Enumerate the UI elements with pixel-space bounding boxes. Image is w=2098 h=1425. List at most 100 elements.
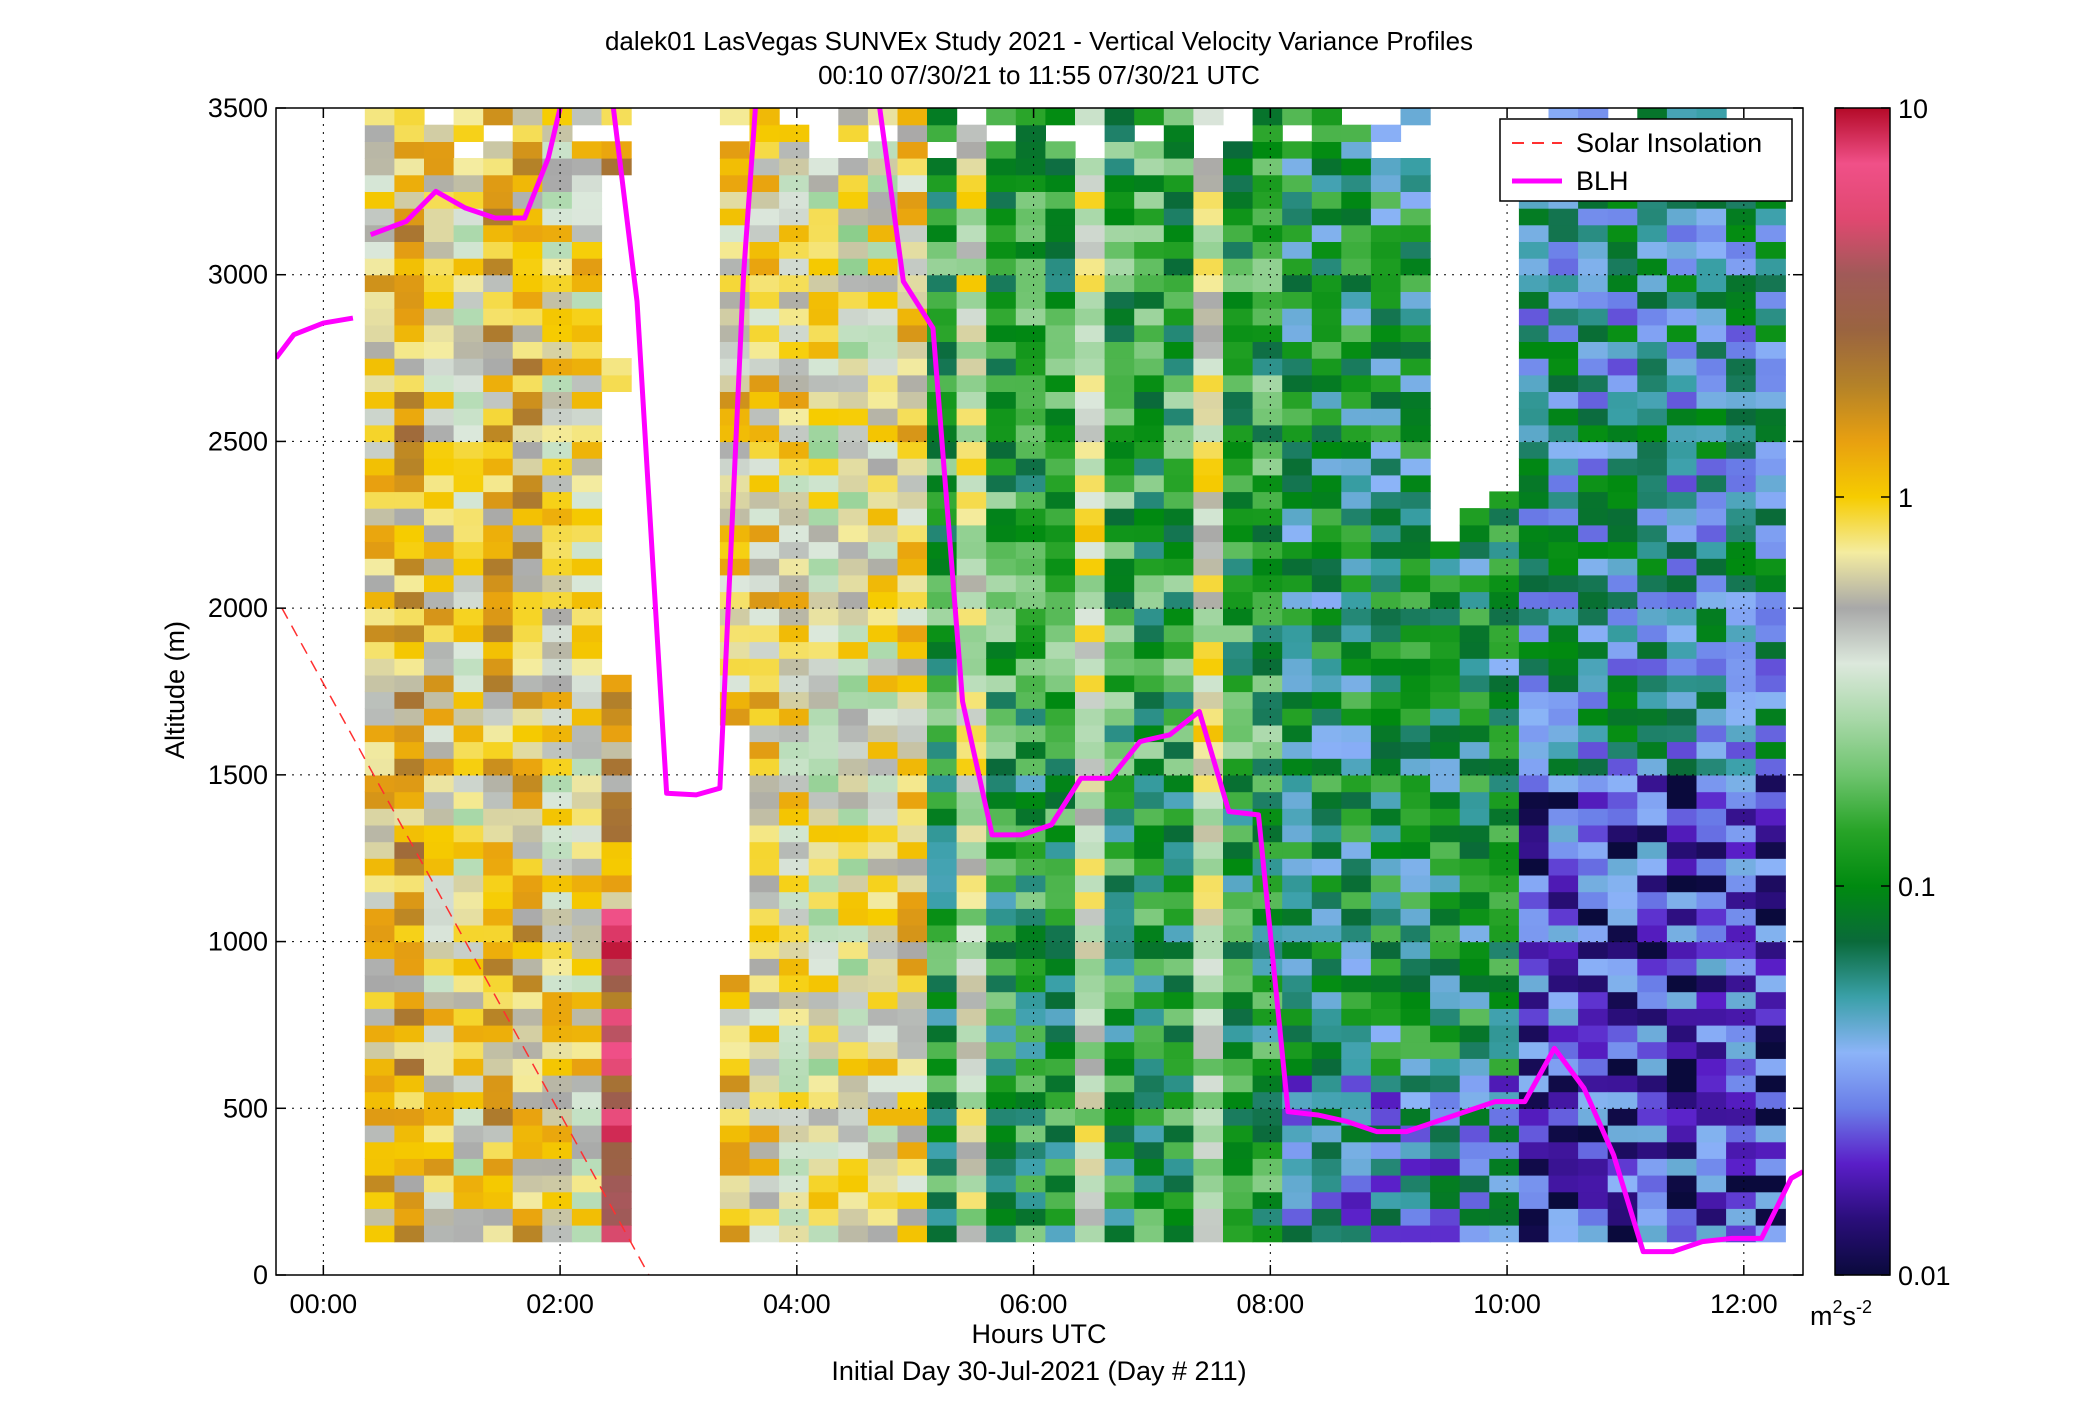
heatmap-cell — [1400, 724, 1431, 743]
heatmap-cell — [512, 424, 543, 443]
heatmap-cell — [1193, 1175, 1224, 1193]
heatmap-cell — [1075, 541, 1106, 559]
heatmap-cell — [1607, 608, 1638, 626]
heatmap-cell — [1518, 308, 1550, 326]
heatmap-cell — [424, 374, 455, 392]
heatmap-cell — [1696, 208, 1727, 226]
heatmap-cell — [453, 1125, 484, 1143]
heatmap-cell — [1696, 458, 1727, 476]
heatmap-cell — [1637, 358, 1668, 376]
heatmap-cell — [1163, 291, 1194, 309]
heatmap-cell — [424, 758, 455, 776]
heatmap-cell — [394, 474, 425, 493]
heatmap-cell — [571, 358, 603, 376]
heatmap-cell — [601, 858, 632, 876]
heatmap-cell — [808, 924, 839, 943]
heatmap-cell — [394, 541, 425, 559]
heatmap-cell — [1015, 908, 1046, 926]
heatmap-cell — [1223, 324, 1254, 342]
heatmap-cell — [1548, 1141, 1579, 1159]
heatmap-cell — [808, 958, 839, 976]
heatmap-cell — [1548, 958, 1579, 976]
heatmap-cell — [897, 474, 928, 493]
heatmap-cell — [1726, 641, 1757, 659]
heatmap-cell — [749, 224, 780, 242]
heatmap-cell — [897, 1074, 928, 1093]
heatmap-cell — [1578, 1024, 1609, 1043]
heatmap-cell — [808, 1141, 839, 1159]
heatmap-cell — [1370, 874, 1402, 893]
heatmap-cell — [1163, 1175, 1194, 1193]
heatmap-cell — [1755, 458, 1786, 476]
blh-line — [369, 108, 563, 238]
heatmap-cell — [1548, 1074, 1579, 1093]
heatmap-cell — [1163, 1108, 1194, 1126]
heatmap-cell — [1489, 724, 1520, 743]
heatmap-cell — [1459, 541, 1490, 559]
heatmap-cell — [838, 458, 869, 476]
heatmap-cell — [1755, 441, 1786, 459]
heatmap-cell — [512, 308, 543, 326]
heatmap-cell — [601, 974, 632, 993]
heatmap-cell — [1134, 824, 1165, 843]
heatmap-cell — [867, 591, 899, 609]
heatmap-cell — [867, 1108, 899, 1126]
heatmap-cell — [956, 891, 987, 909]
heatmap-cell — [779, 1041, 810, 1059]
heatmap-cell — [1578, 758, 1609, 776]
heatmap-cell — [779, 174, 810, 192]
heatmap-cell — [1193, 441, 1224, 459]
heatmap-cell — [1193, 774, 1224, 793]
heatmap-cell — [1548, 891, 1579, 909]
heatmap-cell — [986, 591, 1017, 609]
heatmap-cell — [808, 574, 839, 593]
heatmap-cell — [512, 741, 543, 759]
heatmap-cell — [453, 791, 484, 809]
heatmap-cell — [1400, 1158, 1431, 1176]
heatmap-cell — [867, 691, 899, 709]
heatmap-cell — [1075, 1208, 1106, 1226]
heatmap-cell — [542, 708, 573, 726]
heatmap-cell — [1282, 1141, 1313, 1159]
heatmap-cell — [1015, 791, 1046, 809]
heatmap-cell — [1726, 724, 1757, 743]
heatmap-cell — [542, 1108, 573, 1126]
heatmap-cell — [1430, 741, 1461, 759]
heatmap-cell — [749, 541, 780, 559]
heatmap-cell — [1489, 958, 1520, 976]
heatmap-cell — [808, 474, 839, 493]
heatmap-cell — [1252, 824, 1283, 843]
heatmap-cell — [986, 358, 1017, 376]
heatmap-cell — [1370, 724, 1402, 743]
heatmap-cell — [1370, 1208, 1402, 1226]
heatmap-cell — [542, 1008, 573, 1026]
heatmap-cell — [1755, 424, 1786, 443]
heatmap-cell — [512, 141, 543, 159]
heatmap-cell — [838, 124, 869, 142]
heatmap-cell — [1518, 941, 1550, 959]
heatmap-cell — [749, 924, 780, 943]
heatmap-cell — [571, 658, 603, 676]
heatmap-cell — [1430, 1225, 1461, 1243]
heatmap-cell — [364, 408, 395, 426]
heatmap-cell — [1489, 541, 1520, 559]
heatmap-cell — [986, 308, 1017, 326]
heatmap-cell — [986, 1041, 1017, 1059]
heatmap-cell — [1607, 274, 1638, 292]
heatmap-cell — [986, 291, 1017, 309]
heatmap-cell — [601, 1008, 632, 1026]
heatmap-cell — [986, 1008, 1017, 1026]
heatmap-cell — [1726, 624, 1757, 643]
heatmap-cell — [1223, 508, 1254, 526]
heatmap-cell — [1075, 258, 1106, 276]
heatmap-cell — [1370, 674, 1402, 693]
heatmap-cell — [986, 1175, 1017, 1193]
heatmap-cell — [1134, 474, 1165, 493]
heatmap-cell — [1311, 791, 1342, 809]
heatmap-cell — [1015, 424, 1046, 443]
heatmap-cell — [1370, 424, 1402, 443]
heatmap-cell — [483, 591, 514, 609]
heatmap-cell — [1755, 558, 1786, 576]
heatmap-cell — [779, 624, 810, 643]
